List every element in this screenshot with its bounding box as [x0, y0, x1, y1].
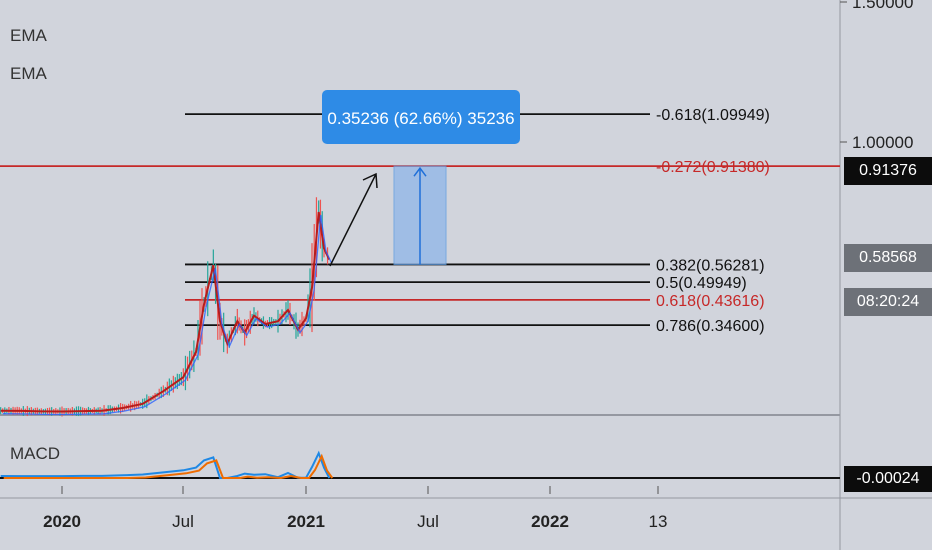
fib-level-label: 0.786(0.34600)	[656, 318, 765, 335]
macd-signal-line	[3, 453, 334, 480]
ema-indicator-label-2[interactable]: EMA	[10, 64, 47, 83]
x-tick-label: Jul	[417, 512, 439, 531]
ema-indicator-label[interactable]: EMA	[10, 26, 47, 45]
x-tick-label: 2020	[43, 512, 81, 531]
y-tick-label: 1.50000	[852, 0, 913, 12]
measure-label: 0.35236 (62.66%) 35236	[327, 109, 514, 128]
fib-level-label: -0.618(1.09949)	[656, 107, 770, 124]
price-series	[0, 197, 332, 417]
trend-arrow-shaft	[329, 173, 377, 267]
macd-value-badge: -0.00024	[844, 466, 932, 492]
fib-level-label: -0.272(0.91380)	[656, 159, 770, 176]
measure-arrow-head	[413, 166, 427, 177]
price-range-measure[interactable]: 0.35236 (62.66%) 35236	[322, 90, 520, 267]
measure-label-box	[322, 90, 520, 144]
last-price-badge: 0.58568	[844, 244, 932, 272]
ema-line-blue	[2, 214, 332, 416]
countdown-badge: 08:20:24	[844, 288, 932, 316]
x-tick-label: 2022	[531, 512, 569, 531]
fib-level-label: 0.5(0.49949)	[656, 275, 747, 292]
fibonacci-retracement[interactable]: -0.618(1.09949) -0.272(0.91380) 0.382(0.56…	[0, 107, 840, 335]
macd-indicator-label[interactable]: MACD	[10, 444, 61, 463]
y-tick-label: 1.00000	[852, 133, 913, 152]
fib-level-label: 0.382(0.56281)	[656, 257, 765, 274]
x-tick-label: Jul	[172, 512, 194, 531]
x-tick-label: 2021	[287, 512, 325, 531]
ema-line-red	[0, 211, 331, 413]
trend-arrow-head	[362, 172, 378, 189]
x-tick-label: 13	[649, 512, 668, 531]
price-target-badge: 0.91376	[844, 157, 932, 185]
fib-level-label: 0.618(0.43616)	[656, 293, 765, 310]
macd-pane	[0, 450, 840, 480]
chart-axes: 2020 Jul 2021 Jul 2022 13 1.50000 1.00000	[43, 0, 913, 531]
